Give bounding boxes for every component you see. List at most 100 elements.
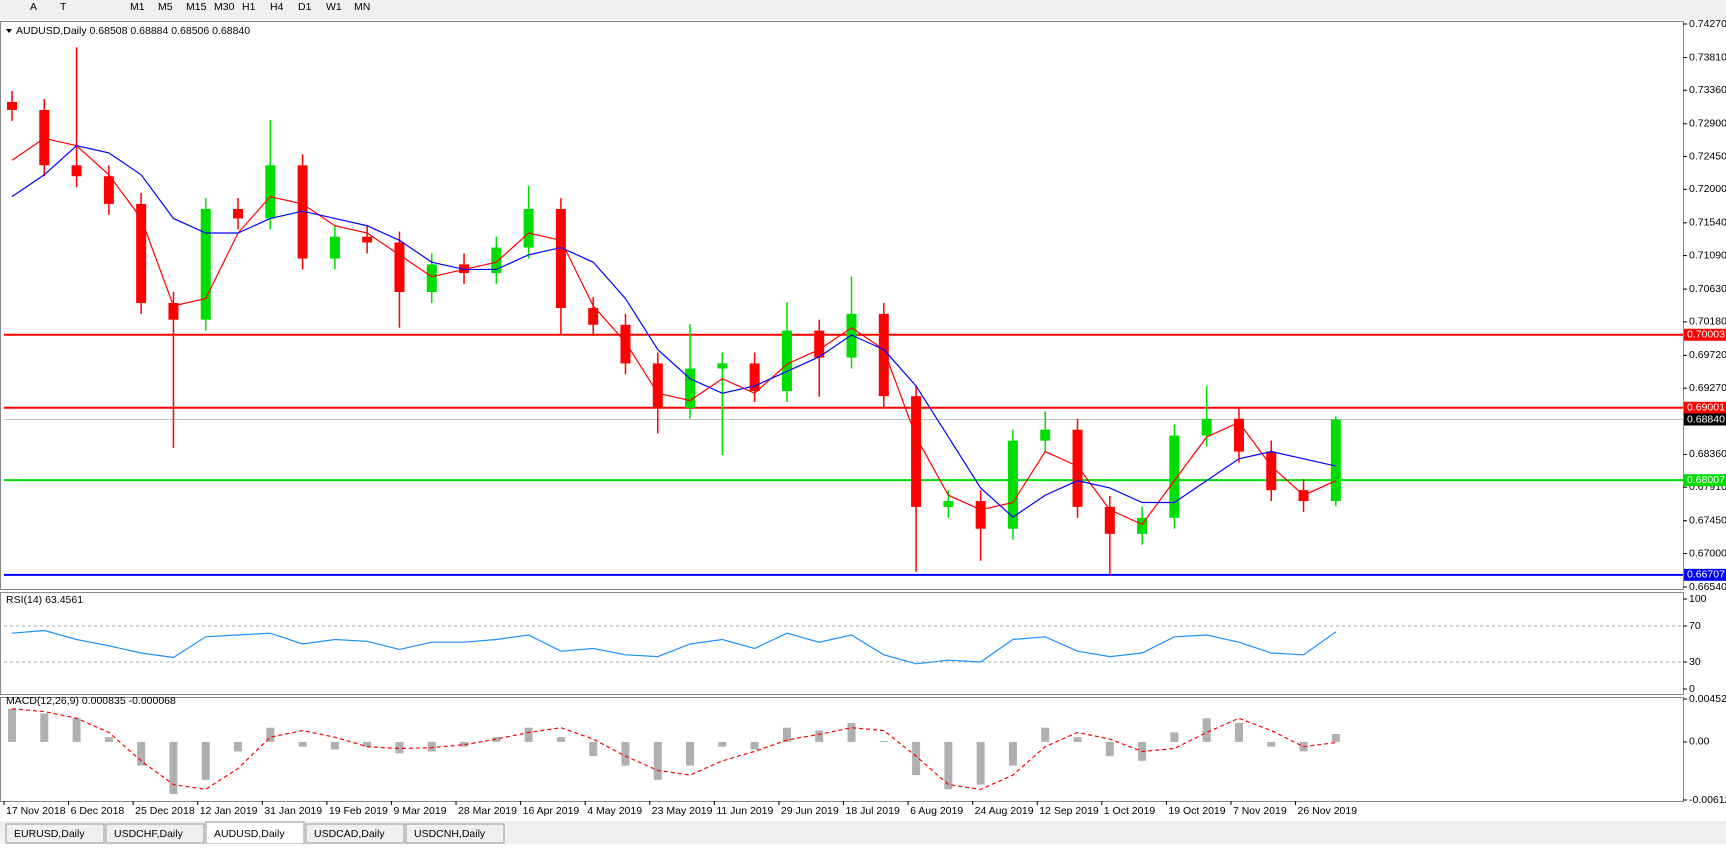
- y-tick-label: 0.69720: [1689, 349, 1726, 361]
- candle-body: [265, 165, 276, 219]
- macd-bar: [589, 741, 598, 757]
- tab[interactable]: [5, 823, 105, 844]
- macd-bar: [847, 722, 856, 742]
- candle-body: [523, 208, 534, 248]
- x-tick-label: 7 Nov 2019: [1233, 805, 1287, 817]
- candle-body: [168, 302, 179, 320]
- x-tick-label: 1 Oct 2019: [1104, 805, 1156, 817]
- toolbar: [0, 0, 1726, 20]
- y-tick-label: 0.00: [1689, 736, 1710, 748]
- candle-body: [1007, 440, 1018, 529]
- tab-label[interactable]: USDCAD,Daily: [314, 828, 385, 840]
- candle-body: [943, 501, 954, 507]
- tab-label[interactable]: AUDUSD,Daily: [214, 828, 285, 840]
- candle-body: [975, 501, 986, 529]
- macd-bar: [169, 741, 178, 795]
- level-tag: [1684, 401, 1726, 414]
- macd-bar: [912, 741, 921, 776]
- x-tick-label: 29 Jun 2019: [781, 805, 839, 817]
- macd-bar: [1041, 727, 1050, 742]
- x-tick-label: 16 Apr 2019: [523, 805, 580, 817]
- level-tag: [1684, 328, 1726, 341]
- candle-body: [329, 236, 340, 259]
- macd-bar: [460, 741, 469, 747]
- level-label: 0.70003: [1687, 329, 1725, 341]
- tool-button[interactable]: A: [30, 1, 37, 13]
- moving-average: [11, 137, 1337, 526]
- timeframe-button[interactable]: H1: [242, 1, 256, 13]
- tab[interactable]: [405, 823, 505, 844]
- timeframe-button[interactable]: M5: [158, 1, 173, 13]
- y-tick-label: 0.73810: [1689, 51, 1726, 63]
- timeframe-button[interactable]: MN: [354, 1, 370, 13]
- timeframe-button[interactable]: M30: [214, 1, 235, 13]
- timeframe-button[interactable]: M15: [186, 1, 207, 13]
- tab-label[interactable]: USDCNH,Daily: [414, 828, 486, 840]
- candle-body: [136, 203, 147, 303]
- macd-bar: [782, 727, 791, 742]
- candle-body: [717, 363, 728, 369]
- chart-title: AUDUSD,Daily 0.68508 0.68884 0.68506 0.6…: [16, 25, 250, 37]
- candle-body: [394, 242, 405, 293]
- macd-bar: [944, 741, 953, 790]
- collapse-arrow[interactable]: [6, 29, 12, 33]
- macd-bar: [492, 737, 501, 742]
- candle-body: [555, 208, 566, 309]
- timeframe-button[interactable]: D1: [298, 1, 312, 13]
- macd-bar: [621, 741, 630, 766]
- x-tick-label: 12 Sep 2019: [1039, 805, 1099, 817]
- candle-body: [1137, 517, 1148, 534]
- tab[interactable]: [305, 823, 405, 844]
- macd-bar: [1008, 741, 1017, 766]
- y-tick-label: 0.70630: [1689, 283, 1726, 295]
- x-tick-label: 23 May 2019: [652, 805, 713, 817]
- candle-body: [39, 109, 50, 166]
- macd-bar: [1331, 734, 1340, 742]
- candle-body: [1169, 435, 1180, 518]
- level-tag: [1684, 474, 1726, 487]
- candle-body: [781, 330, 792, 392]
- macd-bar: [750, 741, 759, 750]
- candle-body: [233, 208, 244, 219]
- x-tick-label: 6 Dec 2018: [71, 805, 125, 817]
- timeframe-button[interactable]: H4: [270, 1, 284, 13]
- price-label: 0.68840: [1687, 413, 1725, 425]
- candle-body: [878, 313, 889, 397]
- indicator-line: [11, 629, 1337, 665]
- candle-body: [749, 363, 760, 392]
- timeframe-button[interactable]: M1: [130, 1, 145, 13]
- macd-bar: [556, 737, 565, 742]
- macd-bar: [976, 741, 985, 785]
- candle-body: [297, 165, 308, 259]
- candle-body: [71, 165, 82, 177]
- macd-bar: [40, 713, 49, 742]
- tab[interactable]: [105, 823, 205, 844]
- tool-button[interactable]: T: [60, 1, 67, 13]
- y-tick-label: 0.70180: [1689, 316, 1726, 328]
- candle-body: [814, 330, 825, 358]
- y-tick-label: 70: [1689, 620, 1701, 632]
- candle-body: [200, 208, 211, 320]
- x-tick-label: 31 Jan 2019: [264, 805, 322, 817]
- tab-label[interactable]: USDCHF,Daily: [114, 828, 184, 840]
- timeframe-button[interactable]: W1: [326, 1, 342, 13]
- signal-line: [11, 708, 1336, 790]
- y-tick-label: 0.004528: [1689, 693, 1726, 705]
- candle-body: [426, 264, 437, 293]
- y-tick-label: 0.71090: [1689, 249, 1726, 261]
- macd-bar: [363, 741, 372, 747]
- macd-bar: [395, 741, 404, 754]
- x-tick-label: 26 Nov 2019: [1298, 805, 1358, 817]
- y-tick-label: 0.74270: [1689, 18, 1726, 30]
- candle-body: [362, 236, 373, 243]
- macd-bar: [298, 741, 307, 747]
- macd-bar: [72, 718, 81, 742]
- price-tag: [1684, 413, 1726, 426]
- macd-bar: [879, 740, 888, 742]
- y-tick-label: -0.006127: [1689, 794, 1726, 806]
- candle-body: [1040, 429, 1051, 441]
- tab-label[interactable]: EURUSD,Daily: [14, 828, 85, 840]
- candle-body: [1201, 418, 1212, 436]
- macd-bar: [524, 727, 533, 742]
